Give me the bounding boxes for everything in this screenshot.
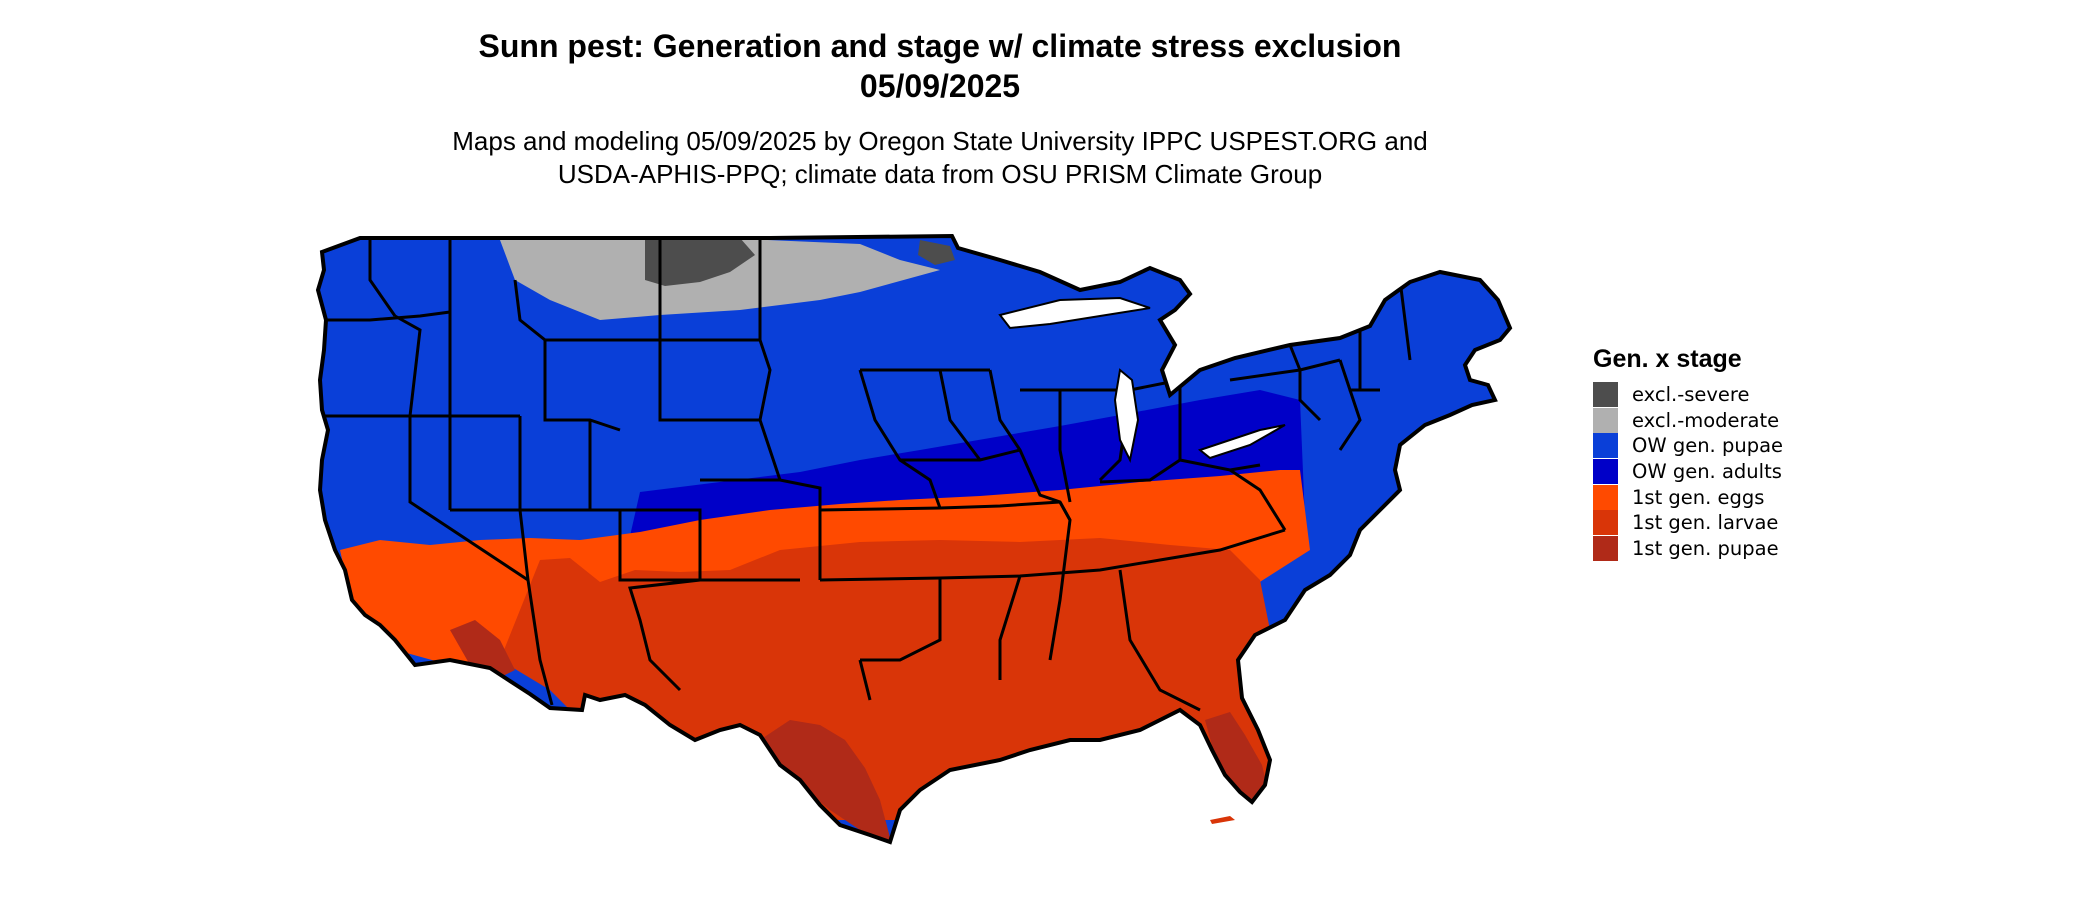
excl-severe-region (645, 238, 755, 286)
lake-erie (1197, 424, 1286, 460)
legend-swatch (1593, 535, 1618, 561)
legend-swatch (1593, 510, 1618, 536)
legend-label: excl.-severe (1632, 383, 1750, 407)
legend-swatch (1593, 382, 1618, 408)
legend-label: excl.-moderate (1632, 408, 1780, 432)
us-outline (315, 233, 1513, 845)
subtitle-line-2: USDA-APHIS-PPQ; climate data from OSU PR… (557, 159, 1323, 189)
subtitle-line-1: Maps and modeling 05/09/2025 by Oregon S… (452, 126, 1428, 156)
legend-item: 1st gen. larvae (1593, 510, 1783, 536)
lake-superior (998, 296, 1151, 330)
map-date: 05/09/2025 (859, 68, 1021, 104)
legend-item: 1st gen. pupae (1593, 535, 1783, 562)
lake-michigan (1113, 368, 1140, 464)
legend-swatch (1593, 459, 1618, 485)
legend-item: 1st gen. eggs (1593, 484, 1783, 510)
excl-severe-region-mn (918, 240, 955, 265)
legend-item: excl.-moderate (1593, 407, 1783, 434)
legend-item: OW gen. pupae (1593, 433, 1783, 459)
map-title: Sunn pest: Generation and stage w/ clima… (478, 28, 1402, 64)
legend-item: excl.-severe (1593, 382, 1783, 408)
legend-item: OW gen. adults (1593, 459, 1783, 485)
legend-swatch (1593, 433, 1618, 459)
legend-label: 1st gen. larvae (1632, 511, 1779, 535)
legend: Gen. x stage excl.-severe excl.-moderate… (1593, 344, 1783, 561)
pupae-region-az (450, 620, 515, 680)
legend-label: 1st gen. pupae (1632, 536, 1779, 560)
legend-swatch (1593, 484, 1618, 510)
legend-label: 1st gen. eggs (1632, 485, 1765, 509)
us-pest-map (315, 233, 1513, 845)
legend-label: OW gen. adults (1632, 460, 1782, 484)
excl-moderate-region (500, 238, 940, 320)
pupae-region-tx (760, 720, 892, 842)
legend-swatch (1593, 407, 1618, 433)
legend-title: Gen. x stage (1593, 345, 1742, 373)
florida-keys (1210, 816, 1235, 824)
legend-label: OW gen. pupae (1632, 434, 1784, 458)
pupae-region-fl (1205, 712, 1268, 810)
